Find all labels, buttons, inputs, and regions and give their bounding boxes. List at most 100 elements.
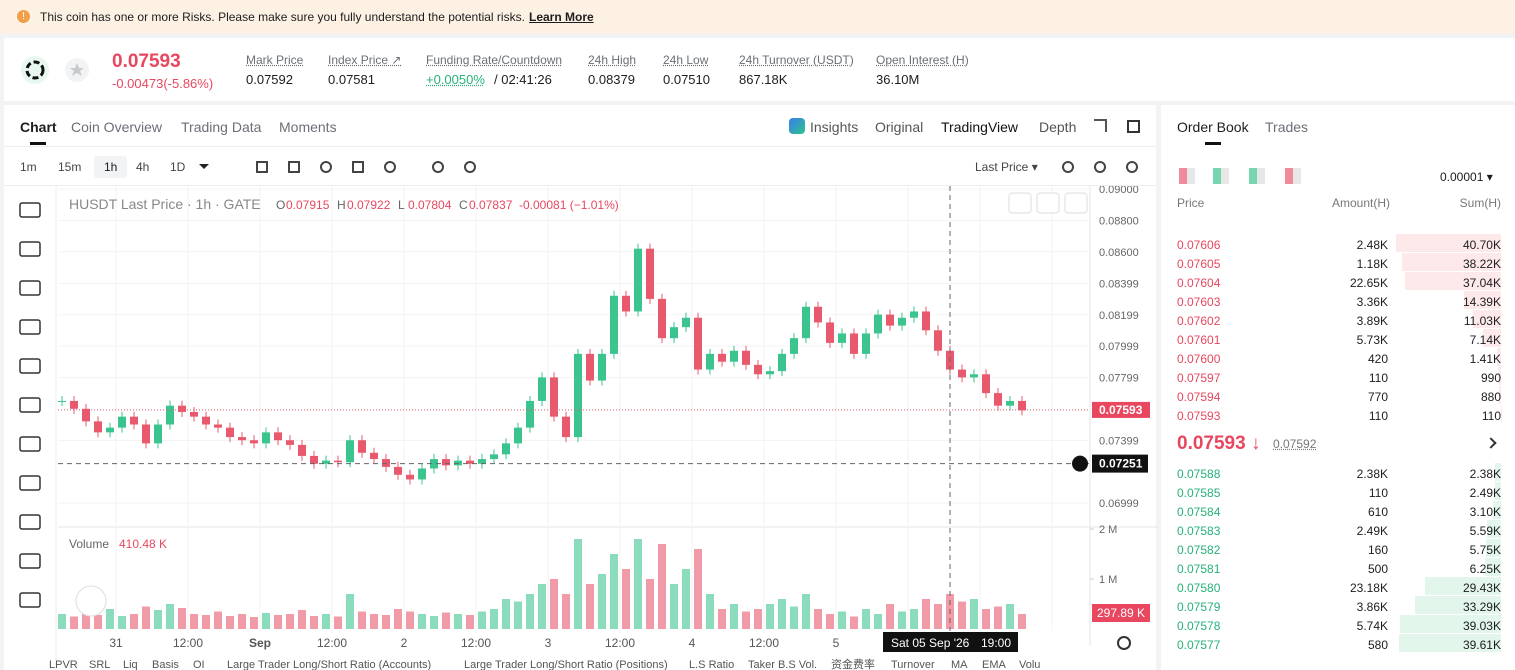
book-price[interactable]: 0.07588 (1177, 467, 1221, 481)
candle-body (730, 350, 738, 362)
book-price[interactable]: 0.07578 (1177, 619, 1221, 633)
interval[interactable]: 1m (20, 160, 37, 174)
book-price[interactable]: 0.07593 (1177, 409, 1221, 423)
risk-banner: ! This coin has one or more Risks. Pleas… (0, 0, 1515, 34)
chart-tab[interactable]: Coin Overview (71, 119, 163, 135)
volume-bar (766, 604, 774, 629)
book-price[interactable]: 0.07605 (1177, 257, 1221, 271)
stat-label: Funding Rate/Countdown (426, 53, 563, 67)
book-tab[interactable]: Order Book (1177, 119, 1249, 135)
book-price[interactable]: 0.07606 (1177, 238, 1221, 252)
view-tab[interactable]: Insights (810, 119, 859, 135)
book-sum: 110 (1481, 409, 1501, 423)
depth-bar (1472, 310, 1501, 328)
price-source[interactable]: Last Price ▾ (975, 160, 1038, 174)
ohlc-key: C (459, 198, 468, 212)
candle-body (154, 424, 162, 444)
book-price[interactable]: 0.07600 (1177, 352, 1221, 366)
volume-bar (754, 609, 762, 629)
candle-body (94, 421, 102, 433)
last-price-tag (1092, 401, 1150, 418)
candle-body (646, 248, 654, 299)
drawing-tool (19, 319, 41, 335)
book-arrow[interactable] (1485, 437, 1497, 449)
candle-body (682, 317, 690, 328)
interval[interactable]: 15m (58, 160, 82, 174)
book-price[interactable]: 0.07577 (1177, 638, 1221, 652)
candle-body (394, 466, 402, 475)
volume-bar (802, 594, 810, 629)
chart-tab[interactable]: Moments (279, 119, 337, 135)
book-price[interactable]: 0.07594 (1177, 390, 1221, 404)
drawing-tool (19, 241, 41, 257)
candle-body (490, 454, 498, 460)
book-price[interactable]: 0.07602 (1177, 314, 1221, 328)
chart-title: HUSDT Last Price · 1h · GATE (69, 196, 261, 212)
book-sum: 37.04K (1462, 276, 1501, 290)
interval[interactable]: 1h (94, 156, 128, 178)
candle-body (346, 440, 354, 463)
book-price[interactable]: 0.07581 (1177, 562, 1221, 576)
volume-bar (934, 604, 942, 629)
candle-body (274, 432, 282, 441)
book-price[interactable]: 0.07584 (1177, 505, 1221, 519)
book-amount: 500 (1367, 562, 1388, 576)
book-price[interactable]: 0.07585 (1177, 486, 1221, 500)
depth-bar (1405, 272, 1501, 290)
view-tab[interactable]: Depth (1039, 119, 1077, 135)
book-tab[interactable]: Trades (1265, 119, 1309, 135)
interval[interactable]: 4h (136, 160, 150, 174)
book-amount: 2.49K (1356, 524, 1388, 538)
volume-bar (922, 599, 930, 629)
stat-label: 24h Turnover (USDT) (739, 53, 854, 67)
volume-bar (82, 611, 90, 629)
interval[interactable]: 1D (170, 160, 186, 174)
book-amount: 610 (1367, 505, 1388, 519)
chart-tab[interactable]: Chart (20, 119, 57, 135)
stat-label: Mark Price (246, 53, 304, 67)
view-tab[interactable]: TradingView (941, 119, 1019, 135)
learn-more[interactable]: Learn More (529, 10, 594, 24)
indicator-tab: L.S Ratio (689, 659, 734, 670)
crosshair-tag (1092, 454, 1148, 473)
volume-bar (502, 599, 510, 629)
y-tick-label: 0.09000 (1099, 186, 1139, 196)
chart-tab[interactable]: Trading Data (181, 119, 262, 135)
x-tick-label: 4 (689, 636, 696, 650)
insights-icon (789, 118, 805, 134)
stat-label: 24h Low (663, 53, 709, 67)
chart-button (1008, 192, 1032, 214)
volume-bar (94, 615, 102, 629)
book-sum: 1.41K (1469, 352, 1501, 366)
book-amount: 110 (1368, 409, 1388, 423)
candle-body (334, 460, 342, 463)
book-price[interactable]: 0.07583 (1177, 524, 1221, 538)
volume-bar (994, 606, 1002, 629)
drawing-tool (19, 280, 41, 296)
precision[interactable]: 0.00001 ▾ (1440, 170, 1493, 184)
book-price[interactable]: 0.07601 (1177, 333, 1221, 347)
candle-body (910, 311, 918, 318)
book-price[interactable]: 0.07597 (1177, 371, 1221, 385)
volume-bar (574, 539, 582, 629)
view-tab[interactable]: Original (875, 119, 924, 135)
volume-bar (298, 610, 306, 629)
indicator-tab: Liq (123, 659, 138, 670)
book-price[interactable]: 0.07604 (1177, 276, 1221, 290)
book-price[interactable]: 0.07579 (1177, 600, 1221, 614)
volume-bar (526, 594, 534, 629)
book-price[interactable]: 0.07603 (1177, 295, 1221, 309)
candle-body (418, 468, 426, 480)
candle-body (874, 314, 882, 334)
candle-body (694, 317, 702, 370)
book-price[interactable]: 0.07580 (1177, 581, 1221, 595)
favorite-star[interactable] (64, 57, 90, 83)
book-sum: 29.43K (1462, 581, 1501, 595)
volume-bar (862, 609, 870, 629)
stat-value: +0.0050% (426, 72, 485, 87)
book-layout-icon (1179, 168, 1195, 184)
book-sum: 2.49K (1469, 486, 1501, 500)
crosshair-plus (1072, 455, 1088, 472)
book-price[interactable]: 0.07582 (1177, 543, 1221, 557)
volume-bar (226, 616, 234, 629)
